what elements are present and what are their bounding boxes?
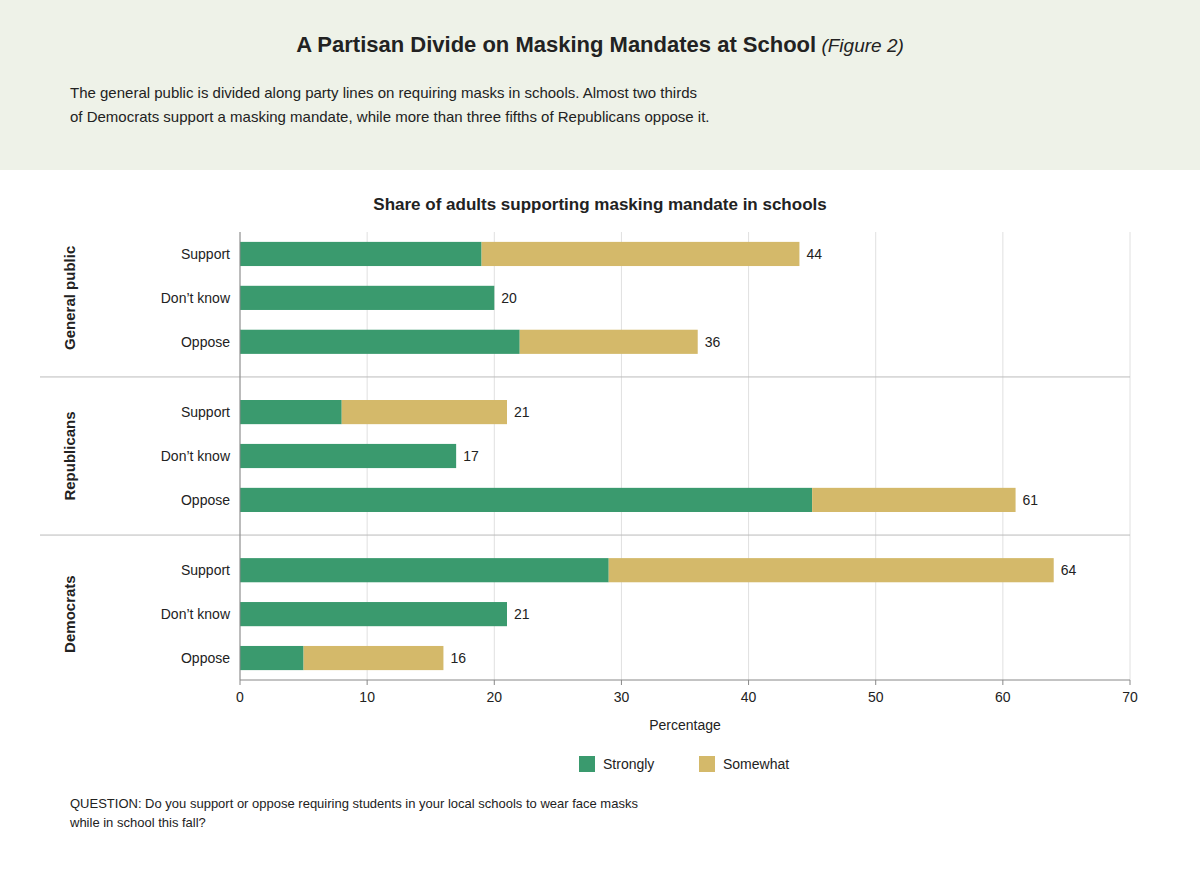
bar-segment [240,488,812,512]
x-tick [621,680,622,685]
group-separator [40,376,1130,377]
x-tick [875,680,876,685]
total-label: 61 [1023,492,1039,508]
group-label: General public [61,246,78,350]
chart-title: Share of adults supporting masking manda… [373,195,826,214]
grid-line [748,232,749,680]
title-main: A Partisan Divide on Masking Mandates at… [296,32,816,57]
legend-swatch [579,756,595,772]
legend-swatch [699,756,715,772]
x-tick [494,680,495,685]
total-label: 64 [1061,562,1077,578]
y-tick-label: Support [181,404,230,420]
x-tick-label: 40 [741,689,757,705]
bar-segment [240,646,304,670]
x-axis-line [240,680,1130,681]
legend-label: Somewhat [723,756,789,772]
header-background [0,0,1200,170]
question-note: QUESTION: Do you support or oppose requi… [69,796,638,830]
bar-segment [304,646,444,670]
grid [240,232,1130,680]
bars [240,242,1054,670]
bar-segment [240,400,342,424]
bar-segment [609,558,1054,582]
y-tick-label: Oppose [181,650,230,666]
bar-segment [240,444,456,468]
bar-segment [240,602,507,626]
x-tick-label: 0 [236,689,244,705]
subtitle: The general public is divided along part… [70,84,710,125]
grid-line [621,232,622,680]
x-tick-label: 60 [995,689,1011,705]
x-tick [1130,680,1131,685]
bar-segment [520,330,698,354]
bar-segment [240,330,520,354]
bar-segment [494,286,495,310]
note-line: while in school this fall? [69,815,206,830]
bar-segment [240,558,609,582]
total-label: 17 [463,448,479,464]
bar-segment [812,488,1015,512]
legend-label: Strongly [603,756,654,772]
x-tick [367,680,368,685]
x-tick-label: 30 [614,689,630,705]
x-axis-label: Percentage [649,717,721,733]
bar-segment [240,242,482,266]
y-tick-label: Don’t know [161,606,231,622]
bar-segment [342,400,507,424]
x-tick-label: 50 [868,689,884,705]
bar-segment [240,286,494,310]
y-tick-label: Oppose [181,492,230,508]
x-tick-label: 20 [486,689,502,705]
group-separator [40,535,1130,536]
note-line: QUESTION: Do you support or oppose requi… [70,796,638,811]
x-tick [748,680,749,685]
total-label: 21 [514,404,530,420]
x-tick [1002,680,1003,685]
grid-line [875,232,876,680]
x-tick [240,680,241,685]
grid-line [240,232,241,680]
bar-segment [456,444,457,468]
total-label: 21 [514,606,530,622]
y-tick-label: Support [181,246,230,262]
x-tick-label: 10 [359,689,375,705]
y-tick-label: Oppose [181,334,230,350]
bar-segment [482,242,800,266]
group-label: Democrats [61,575,78,653]
chart-svg: A Partisan Divide on Masking Mandates at… [0,0,1200,878]
y-tick-label: Don’t know [161,448,231,464]
grid-line [1002,232,1003,680]
y-tick-label: Don’t know [161,290,231,306]
x-tick-label: 70 [1122,689,1138,705]
group-label: Republicans [61,411,78,500]
subtitle-line: The general public is divided along part… [70,84,697,101]
legend: Strongly Somewhat [579,756,789,772]
title-suffix: (Figure 2) [816,35,904,56]
bar-segment [507,602,508,626]
grid-line [1130,232,1131,680]
total-label: 16 [450,650,466,666]
total-label: 44 [806,246,822,262]
y-tick-label: Support [181,562,230,578]
title: A Partisan Divide on Masking Mandates at… [296,32,904,57]
total-label: 20 [501,290,517,306]
total-label: 36 [705,334,721,350]
y-axis-line [240,232,241,680]
subtitle-line: of Democrats support a masking mandate, … [70,108,710,125]
